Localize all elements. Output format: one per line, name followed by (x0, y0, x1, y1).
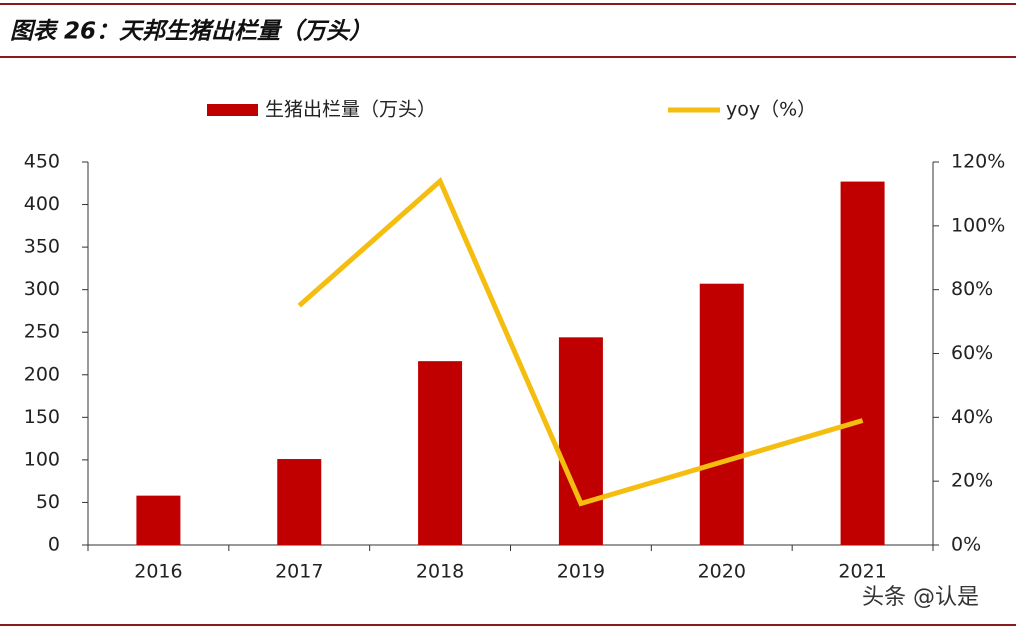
y2-tick-label: 80% (951, 278, 993, 300)
watermark: 头条 @认是 (862, 585, 979, 610)
y-tick-label: 450 (24, 151, 60, 173)
bar (840, 181, 885, 545)
y-tick-label: 200 (24, 363, 60, 385)
y2-tick-label: 60% (951, 342, 993, 364)
y2-tick-label: 0% (951, 534, 981, 556)
legend-swatch (207, 104, 258, 116)
x-tick-label: 2018 (416, 561, 464, 583)
y-tick-label: 400 (24, 193, 60, 215)
y-tick-label: 300 (24, 278, 60, 300)
y-tick-label: 350 (24, 236, 60, 258)
chart-title: 图表 26：天邦生猪出栏量（万头） (10, 18, 372, 45)
x-tick-label: 2017 (275, 561, 323, 583)
bar (699, 283, 744, 545)
bar (277, 459, 322, 545)
bar (136, 495, 181, 545)
y2-tick-label: 120% (951, 151, 1005, 173)
y2-tick-label: 20% (951, 470, 993, 492)
y-tick-label: 250 (24, 321, 60, 343)
x-tick-label: 2016 (134, 561, 182, 583)
legend-label: yoy（%） (726, 99, 816, 121)
x-tick-label: 2019 (557, 561, 605, 583)
y-tick-label: 150 (24, 406, 60, 428)
line (297, 177, 864, 507)
y-tick-label: 100 (24, 448, 60, 470)
legend-label: 生猪出栏量（万头） (265, 99, 436, 121)
x-tick-label: 2021 (838, 561, 886, 583)
bar (418, 361, 463, 545)
y-tick-label: 50 (36, 491, 60, 513)
bar (558, 337, 603, 545)
y2-tick-label: 40% (951, 406, 993, 428)
y2-tick-label: 100% (951, 214, 1005, 236)
y-tick-label: 0 (48, 534, 60, 556)
x-tick-label: 2020 (698, 561, 746, 583)
